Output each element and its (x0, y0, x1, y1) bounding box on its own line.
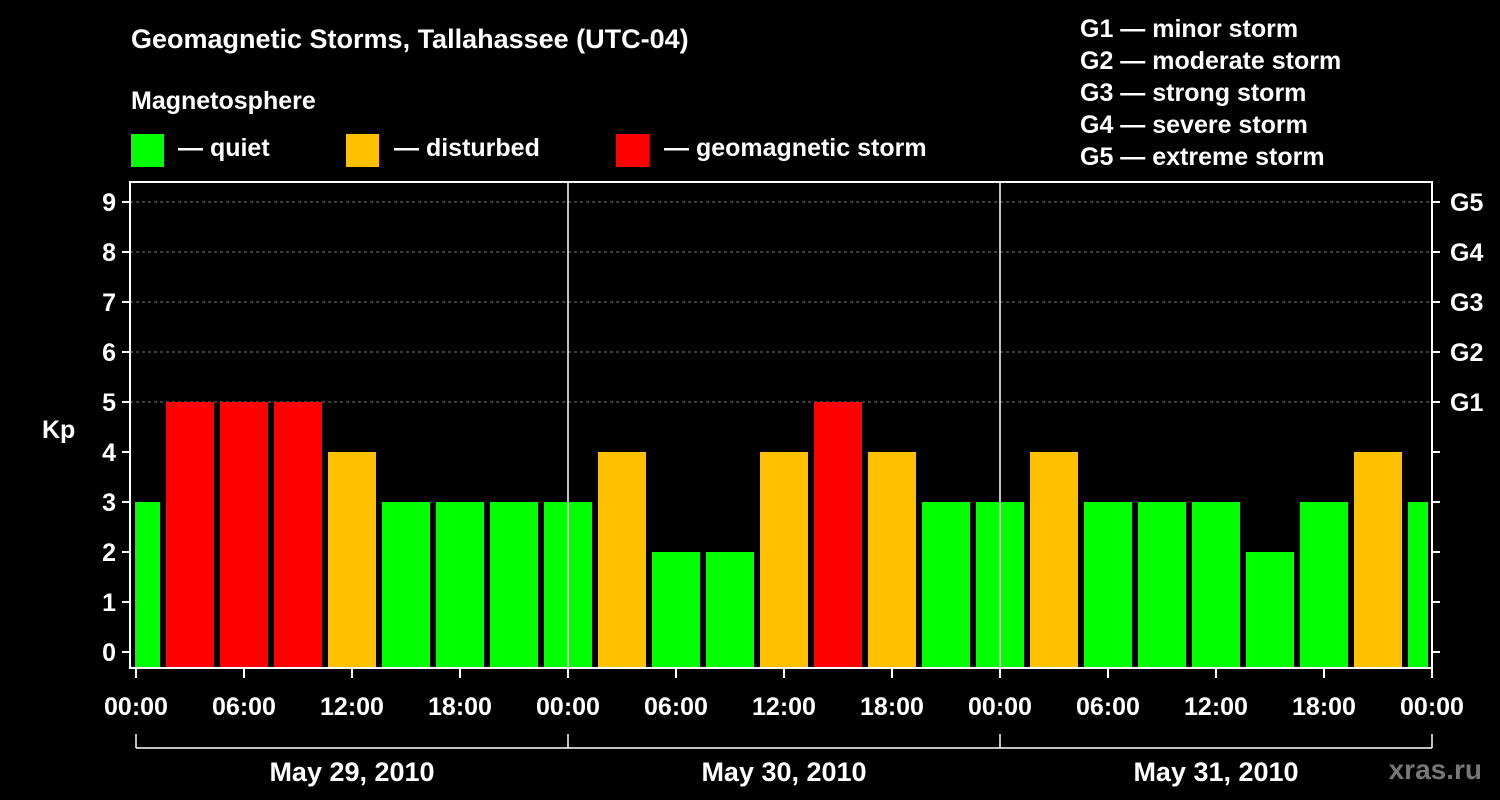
kp-bar (598, 452, 646, 668)
y-tick-label: 4 (102, 439, 116, 467)
kp-bar (652, 552, 700, 668)
kp-bar (814, 402, 862, 668)
watermark: xras.ru (1388, 754, 1482, 785)
kp-bar (1408, 502, 1428, 668)
x-tick-label: 12:00 (752, 693, 816, 721)
right-tick-label: G4 (1450, 239, 1483, 267)
storm-scale-g5: G5 — extreme storm (1080, 143, 1325, 171)
y-tick-label: 0 (102, 639, 116, 667)
legend-heading: Magnetosphere (131, 87, 316, 115)
x-tick-label: 12:00 (1184, 693, 1248, 721)
day-label: May 29, 2010 (269, 757, 434, 787)
kp-bar (1192, 502, 1240, 668)
kp-bar (1246, 552, 1294, 668)
day-label: May 31, 2010 (1133, 757, 1298, 787)
x-tick-label: 00:00 (104, 693, 168, 721)
x-tick-label: 18:00 (860, 693, 924, 721)
storm-scale-g3: G3 — strong storm (1080, 79, 1307, 107)
kp-bar (382, 502, 430, 668)
legend-label-quiet: — quiet (178, 134, 270, 162)
legend-swatch-storm (616, 134, 649, 167)
x-tick-label: 12:00 (320, 693, 384, 721)
y-tick-label: 8 (102, 239, 116, 267)
day-label: May 30, 2010 (701, 757, 866, 787)
kp-bar (868, 452, 916, 668)
x-tick-label: 00:00 (968, 693, 1032, 721)
chart-title: Geomagnetic Storms, Tallahassee (UTC-04) (131, 24, 689, 54)
kp-bar (274, 402, 322, 668)
kp-bar (706, 552, 754, 668)
y-tick-label: 2 (102, 539, 116, 567)
storm-scale-g1: G1 — minor storm (1080, 15, 1299, 43)
y-tick-label: 7 (102, 289, 116, 317)
legend-label-storm: — geomagnetic storm (664, 134, 927, 162)
kp-bar (760, 452, 808, 668)
x-tick-label: 18:00 (1292, 693, 1356, 721)
legend-label-disturbed: — disturbed (394, 134, 540, 162)
y-tick-label: 3 (102, 489, 116, 517)
kp-bar (1354, 452, 1402, 668)
x-tick-label: 06:00 (644, 693, 708, 721)
y-tick-label: 9 (102, 189, 116, 217)
right-tick-label: G1 (1450, 389, 1483, 417)
x-tick-label: 06:00 (212, 693, 276, 721)
kp-bar (436, 502, 484, 668)
kp-bar (328, 452, 376, 668)
legend-swatch-quiet (131, 134, 164, 167)
legend-swatch-disturbed (346, 134, 379, 167)
right-tick-label: G3 (1450, 289, 1483, 317)
kp-bar (135, 502, 160, 668)
kp-bar (922, 502, 970, 668)
x-tick-label: 18:00 (428, 693, 492, 721)
x-tick-label: 00:00 (536, 693, 600, 721)
kp-bar (1030, 452, 1078, 668)
right-tick-label: G5 (1450, 189, 1483, 217)
storm-scale-g4: G4 — severe storm (1080, 111, 1308, 139)
kp-bar (1138, 502, 1186, 668)
kp-bar (220, 402, 268, 668)
x-tick-label: 00:00 (1400, 693, 1464, 721)
y-tick-label: 1 (102, 589, 116, 617)
y-tick-label: 5 (102, 389, 116, 417)
y-axis-label: Kp (42, 416, 75, 444)
kp-bar (1300, 502, 1348, 668)
kp-bar (166, 402, 214, 668)
kp-bar (490, 502, 538, 668)
kp-bar (1084, 502, 1132, 668)
storm-scale-g2: G2 — moderate storm (1080, 47, 1342, 75)
plot-frame (129, 181, 1433, 669)
y-tick-label: 6 (102, 339, 116, 367)
right-tick-label: G2 (1450, 339, 1483, 367)
x-tick-label: 06:00 (1076, 693, 1140, 721)
